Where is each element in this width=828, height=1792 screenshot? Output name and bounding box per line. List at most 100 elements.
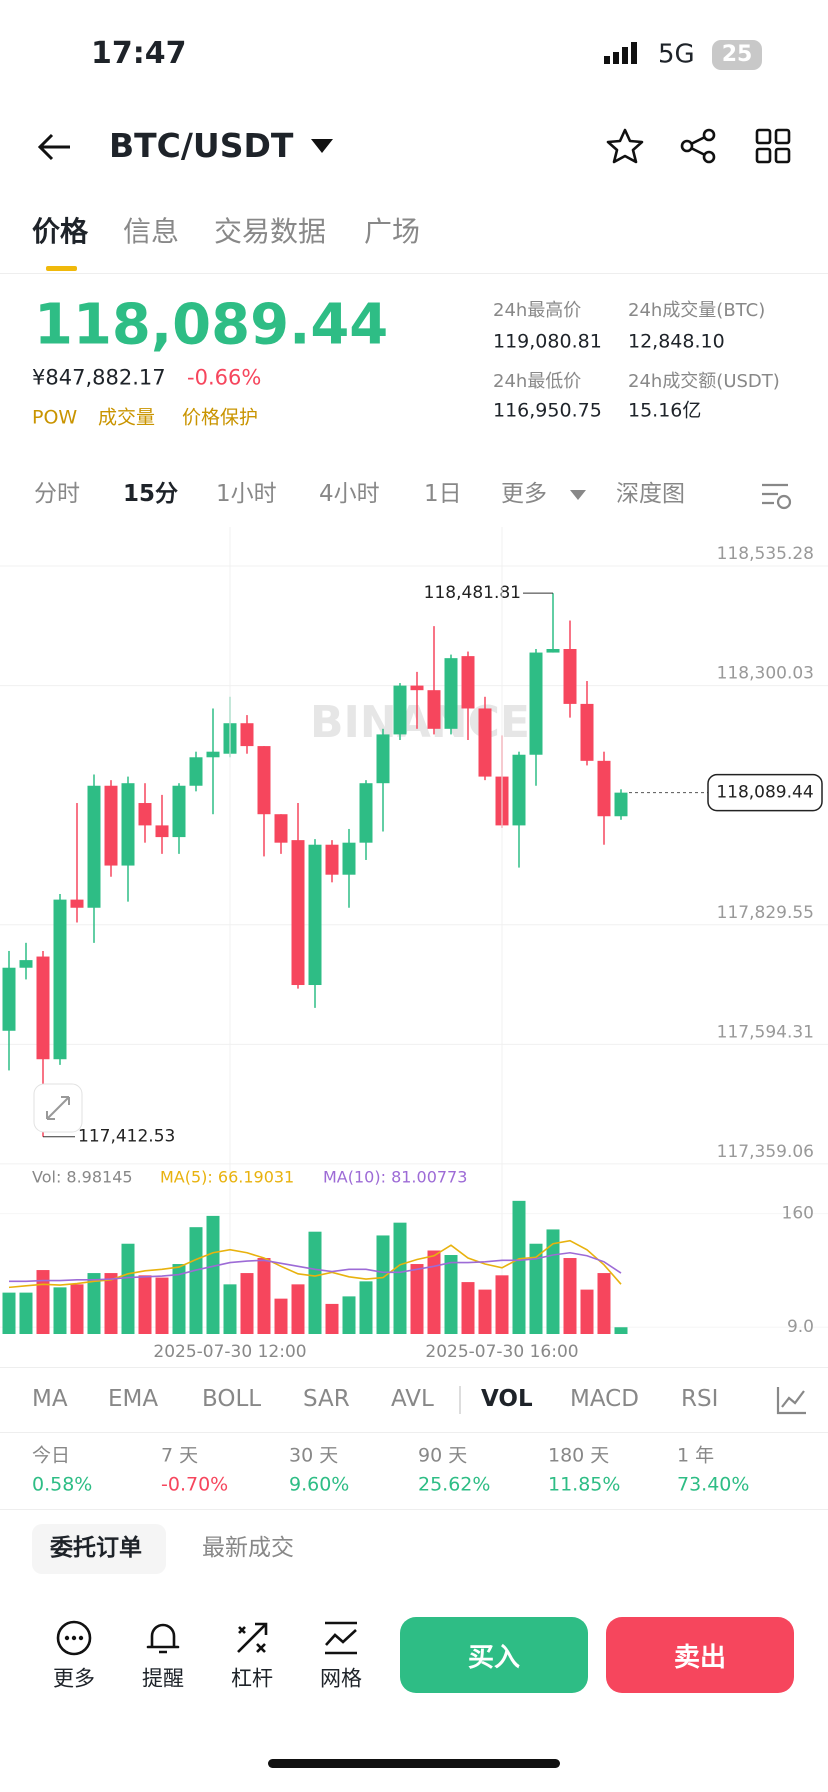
divider (0, 1367, 828, 1368)
pair-title[interactable]: BTC/USDT (109, 126, 294, 166)
tag[interactable]: POW (32, 406, 78, 429)
perf-label: 180 天 (548, 1444, 610, 1467)
tag[interactable]: 价格保护 (182, 406, 259, 429)
volume-bar (597, 1273, 611, 1334)
interval-tab[interactable]: 更多 (501, 481, 547, 508)
pair-dropdown[interactable] (311, 139, 333, 153)
sell-button[interactable]: 卖出 (606, 1617, 794, 1693)
volume-bar (529, 1243, 543, 1334)
chart-settings-icon[interactable] (760, 481, 792, 511)
volume-bar (172, 1264, 186, 1334)
indicator-tab[interactable]: BOLL (202, 1386, 262, 1413)
indicator-tab[interactable]: RSI (681, 1386, 719, 1413)
indicator-tab[interactable]: MACD (570, 1386, 639, 1413)
candle-body (478, 708, 492, 777)
candle-body (342, 842, 356, 875)
candle-body (70, 899, 84, 908)
grid-icon[interactable] (322, 1619, 360, 1657)
tab[interactable]: 信息 (123, 215, 180, 249)
indicator-settings-icon[interactable] (776, 1385, 808, 1415)
watermark: BINANCE (310, 697, 530, 748)
candle-body (410, 685, 424, 691)
volume-bar (461, 1282, 475, 1334)
volume-bar (240, 1273, 254, 1334)
perf-value: -0.70% (161, 1473, 229, 1496)
more-dropdown[interactable] (570, 490, 586, 500)
order-tab[interactable]: 委托订单 (50, 1535, 142, 1562)
last-price: 118,089.44 (34, 292, 389, 358)
expand-button[interactable] (33, 1083, 83, 1133)
y-tick-label: 118,535.28 (717, 544, 814, 564)
stat-value: 15.16亿 (628, 399, 702, 422)
volume-bar (2, 1292, 16, 1334)
order-tab[interactable]: 最新成交 (202, 1535, 294, 1562)
legend-item: MA(10): 81.00773 (323, 1168, 467, 1187)
indicator-tab[interactable]: MA (32, 1386, 68, 1413)
candle-body (206, 751, 220, 758)
tab[interactable]: 广场 (364, 215, 421, 249)
stat-value: 119,080.81 (493, 330, 602, 353)
candle-body (597, 760, 611, 817)
tool-label[interactable]: 更多 (53, 1666, 95, 1691)
buy-button[interactable]: 买入 (400, 1617, 588, 1693)
indicator-tab[interactable]: AVL (391, 1386, 434, 1413)
price-change: -0.66% (187, 365, 262, 390)
tab[interactable]: 价格 (32, 215, 89, 249)
divider (0, 1509, 828, 1510)
stat-label: 24h成交额(USDT) (628, 371, 780, 393)
back-button[interactable] (36, 132, 72, 162)
candle-body (87, 785, 101, 908)
volume-bar (206, 1215, 220, 1334)
annotation: 118,481.81 (424, 583, 521, 603)
indicator-tab[interactable]: SAR (303, 1386, 350, 1413)
interval-tab[interactable]: 1小时 (216, 481, 277, 508)
volume-bar (223, 1284, 237, 1334)
perf-value: 25.62% (418, 1473, 491, 1496)
interval-tab[interactable]: 1日 (424, 481, 462, 508)
y-tick-label: 117,594.31 (717, 1022, 814, 1042)
indicator-tab[interactable]: VOL (481, 1386, 533, 1413)
candle-body (257, 746, 271, 815)
tool-label[interactable]: 杠杆 (231, 1666, 273, 1691)
tool-label[interactable]: 提醒 (142, 1666, 184, 1691)
apps-icon[interactable] (755, 128, 791, 164)
candle-body (274, 814, 288, 843)
separator (459, 1386, 461, 1414)
perf-label: 7 天 (161, 1444, 199, 1467)
y-tick-label: 117,359.06 (717, 1142, 814, 1162)
legend-item: MA(5): 66.19031 (160, 1168, 294, 1187)
annotation: 117,412.53 (78, 1127, 175, 1147)
indicator-tab[interactable]: EMA (108, 1386, 159, 1413)
volume-bar (427, 1250, 441, 1334)
alert-icon[interactable] (144, 1619, 182, 1657)
volume-bar (546, 1229, 560, 1334)
volume-bar (138, 1275, 152, 1334)
perf-label: 今日 (32, 1444, 71, 1467)
home-indicator (268, 1759, 560, 1768)
volume-bar (580, 1289, 594, 1334)
tab[interactable]: 交易数据 (214, 215, 327, 249)
volume-bar (614, 1327, 628, 1334)
interval-tab[interactable]: 深度图 (616, 481, 685, 508)
more-icon[interactable] (55, 1619, 93, 1657)
candle-body (376, 734, 390, 784)
candle-body (19, 960, 33, 968)
candle-body (580, 703, 594, 761)
interval-tab[interactable]: 分时 (34, 481, 80, 508)
leverage-icon[interactable] (233, 1619, 271, 1657)
interval-tab[interactable]: 4小时 (319, 481, 380, 508)
share-icon[interactable] (680, 128, 718, 164)
volume-bar (87, 1273, 101, 1334)
status-time: 17:47 (91, 36, 187, 71)
interval-tab[interactable]: 15分 (123, 481, 179, 508)
volume-bar (393, 1222, 407, 1334)
perf-value: 0.58% (32, 1473, 93, 1496)
favorite-icon[interactable] (606, 128, 644, 164)
tag[interactable]: 成交量 (98, 406, 156, 429)
tool-label[interactable]: 网格 (320, 1666, 362, 1691)
volume-bar (53, 1287, 67, 1334)
volume-bar (274, 1298, 288, 1334)
volume-bar (70, 1284, 84, 1334)
candle-body (359, 783, 373, 843)
